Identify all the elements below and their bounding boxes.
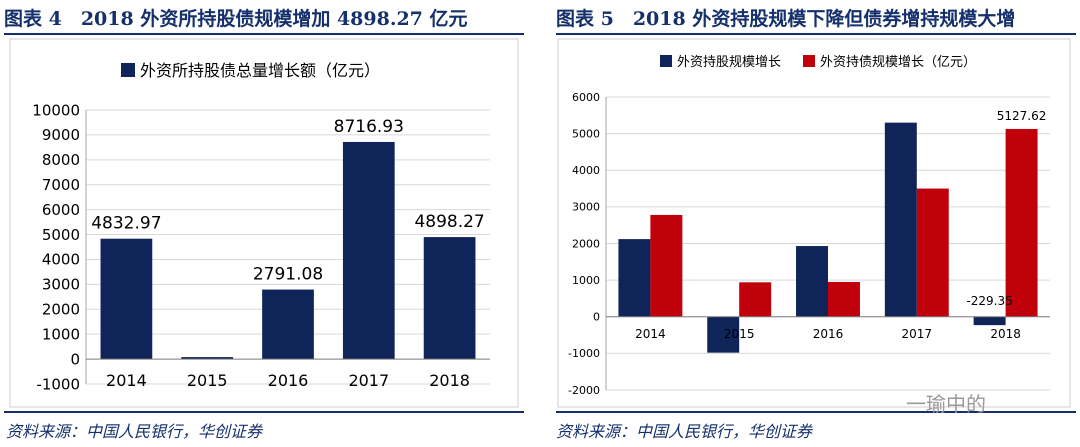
bar-2015-s0 bbox=[181, 357, 234, 360]
y-tick-label: 2000 bbox=[42, 301, 80, 319]
y-tick-label: 1000 bbox=[572, 274, 600, 287]
bar-2016-s0 bbox=[796, 246, 828, 317]
left-chart-title: 图表 4 2018 外资所持股债规模增加 4898.27 亿元 bbox=[4, 8, 468, 30]
x-tick-label: 2015 bbox=[187, 371, 228, 390]
left-bar-chart: -1000 0 1000 2000 3000 4000 5000 6000 7000 8000 90… bbox=[9, 38, 519, 408]
legend-swatch bbox=[660, 55, 672, 67]
y-tick-label: -1000 bbox=[36, 375, 80, 393]
left-title-rule bbox=[4, 33, 524, 35]
left-source-rule bbox=[4, 411, 524, 413]
y-tick-label: -2000 bbox=[568, 384, 600, 397]
y-tick-label: 9000 bbox=[42, 126, 80, 144]
x-tick-label: 2014 bbox=[106, 371, 147, 390]
bar-2016-s1 bbox=[828, 281, 860, 317]
legend-label: 外资所持股债总量增长额（亿元） bbox=[140, 61, 380, 80]
y-tick-label: 0 bbox=[593, 311, 600, 324]
y-tick-label: 4000 bbox=[42, 251, 80, 269]
legend-swatch bbox=[803, 55, 816, 67]
bar-2018-s0 bbox=[423, 237, 476, 360]
data-label: 4832.97 bbox=[91, 214, 161, 234]
x-tick-label: 2016 bbox=[268, 371, 309, 390]
legend-swatch bbox=[121, 63, 135, 77]
watermark: 一瑜中的 bbox=[906, 392, 986, 416]
data-label: 4898.27 bbox=[414, 212, 484, 232]
y-tick-label: 8000 bbox=[42, 151, 80, 169]
x-tick-label: 2014 bbox=[635, 327, 666, 341]
bar-2014-s0 bbox=[100, 238, 153, 360]
bar-2015-s1 bbox=[739, 282, 772, 317]
legend-label: 外资持股规模增长 bbox=[677, 55, 781, 70]
y-tick-label: -1000 bbox=[568, 347, 600, 360]
bar-2018-s0 bbox=[973, 316, 1006, 326]
right-source-note: 资料来源：中国人民银行，华创证券 bbox=[556, 422, 813, 441]
right-chart-title: 图表 5 2018 外资持股规模下降但债券增持规模大增 bbox=[556, 8, 1016, 30]
y-tick-label: 7000 bbox=[42, 176, 80, 194]
x-tick-label: 2017 bbox=[348, 371, 389, 390]
x-tick-label: 2017 bbox=[902, 327, 933, 341]
bar-2018-s1 bbox=[1005, 128, 1038, 317]
bar-2017-s0 bbox=[884, 122, 917, 317]
y-tick-label: 3000 bbox=[572, 201, 600, 214]
bar-2015-s0 bbox=[707, 316, 740, 353]
y-tick-label: 3000 bbox=[42, 276, 80, 294]
y-tick-label: 5000 bbox=[572, 127, 600, 140]
right-bar-chart: -2000 -1000 0 1000 2000 3000 4000 5000 6000 2014 2… bbox=[557, 38, 1071, 408]
x-tick-label: 2016 bbox=[813, 327, 844, 341]
bar-2014-s0 bbox=[618, 239, 651, 317]
x-tick-label: 2015 bbox=[724, 327, 755, 341]
right-title-rule bbox=[556, 33, 1076, 35]
y-tick-label: 2000 bbox=[572, 237, 600, 250]
y-tick-label: 10000 bbox=[32, 101, 80, 119]
legend-label: 外资持债规模增长（亿元） bbox=[820, 55, 976, 70]
bar-2017-s1 bbox=[916, 188, 949, 317]
data-label: 8716.93 bbox=[334, 117, 404, 137]
y-tick-label: 6000 bbox=[42, 201, 80, 219]
y-tick-label: 1000 bbox=[42, 325, 80, 343]
x-tick-label: 2018 bbox=[990, 327, 1021, 341]
y-tick-label: 4000 bbox=[572, 164, 600, 177]
bar-2014-s1 bbox=[650, 214, 683, 317]
y-tick-label: 5000 bbox=[42, 226, 80, 244]
x-tick-label: 2018 bbox=[429, 371, 470, 390]
bar-2017-s0 bbox=[342, 141, 395, 360]
y-tick-label: 0 bbox=[70, 350, 80, 368]
y-tick-label: 6000 bbox=[572, 91, 600, 104]
chart-frame bbox=[557, 38, 1071, 408]
left-source-note: 资料来源：中国人民银行，华创证券 bbox=[6, 422, 263, 441]
data-label: -229.35 bbox=[966, 294, 1012, 308]
right-source-rule bbox=[556, 411, 1076, 413]
data-label: 2791.08 bbox=[253, 265, 323, 285]
data-label: 5127.62 bbox=[997, 109, 1047, 123]
bar-2016-s0 bbox=[262, 289, 314, 360]
